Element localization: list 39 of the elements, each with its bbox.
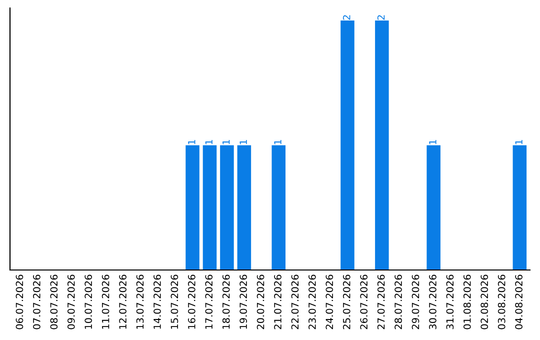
x-tick-label: 15.07.2026 <box>170 274 178 329</box>
x-tick-label: 23.07.2026 <box>308 274 316 330</box>
x-tick-label: 30.07.2026 <box>429 274 436 330</box>
x-tick-label: 20.07.2026 <box>256 274 264 330</box>
x-tick-label: 31.07.2026 <box>446 274 454 330</box>
x-tick-label: 04.08.2026 <box>515 274 522 330</box>
x-tick-label: 17.07.2026 <box>205 274 213 329</box>
x-tick-label: 10.07.2026 <box>84 274 92 329</box>
x-tick-label: 02.08.2026 <box>480 274 488 330</box>
x-tick-label: 27.07.2026 <box>377 274 385 330</box>
x-tick-label: 12.07.2026 <box>119 274 126 329</box>
data-label: 1 <box>222 140 230 144</box>
x-tick-label: 28.07.2026 <box>394 274 402 330</box>
x-tick-label: 24.07.2026 <box>326 274 334 330</box>
x-tick-label: 13.07.2026 <box>136 274 144 329</box>
x-tick-label: 14.07.2026 <box>154 274 161 329</box>
x-tick-label: 22.07.2026 <box>291 274 299 330</box>
x-tick-label: 08.07.2026 <box>50 274 58 330</box>
x-tick-label: 01.08.2026 <box>463 274 471 330</box>
x-tick-label: 26.07.2026 <box>360 274 368 330</box>
x-tick-label: 19.07.2026 <box>240 274 247 329</box>
x-tick-label: 21.07.2026 <box>274 274 282 330</box>
x-tick-label: 18.07.2026 <box>222 274 230 329</box>
data-label: 2 <box>342 15 350 20</box>
x-tick-label: 09.07.2026 <box>67 274 75 330</box>
data-label: 1 <box>274 140 282 144</box>
data-label: 1 <box>515 140 522 144</box>
x-tick-label: 11.07.2026 <box>102 274 110 329</box>
data-label: 1 <box>205 140 212 144</box>
x-tick-label: 25.07.2026 <box>342 274 350 330</box>
data-label: 1 <box>188 140 196 144</box>
data-label: 1 <box>429 140 436 144</box>
x-tick-label: 06.07.2026 <box>16 274 24 330</box>
x-tick-label: 03.08.2026 <box>498 274 506 330</box>
x-tick-label: 29.07.2026 <box>412 274 420 330</box>
x-tick-label: 16.07.2026 <box>188 274 196 329</box>
data-label: 1 <box>240 140 247 144</box>
x-tick-label: 07.07.2026 <box>33 274 40 330</box>
data-label: 2 <box>377 15 385 20</box>
